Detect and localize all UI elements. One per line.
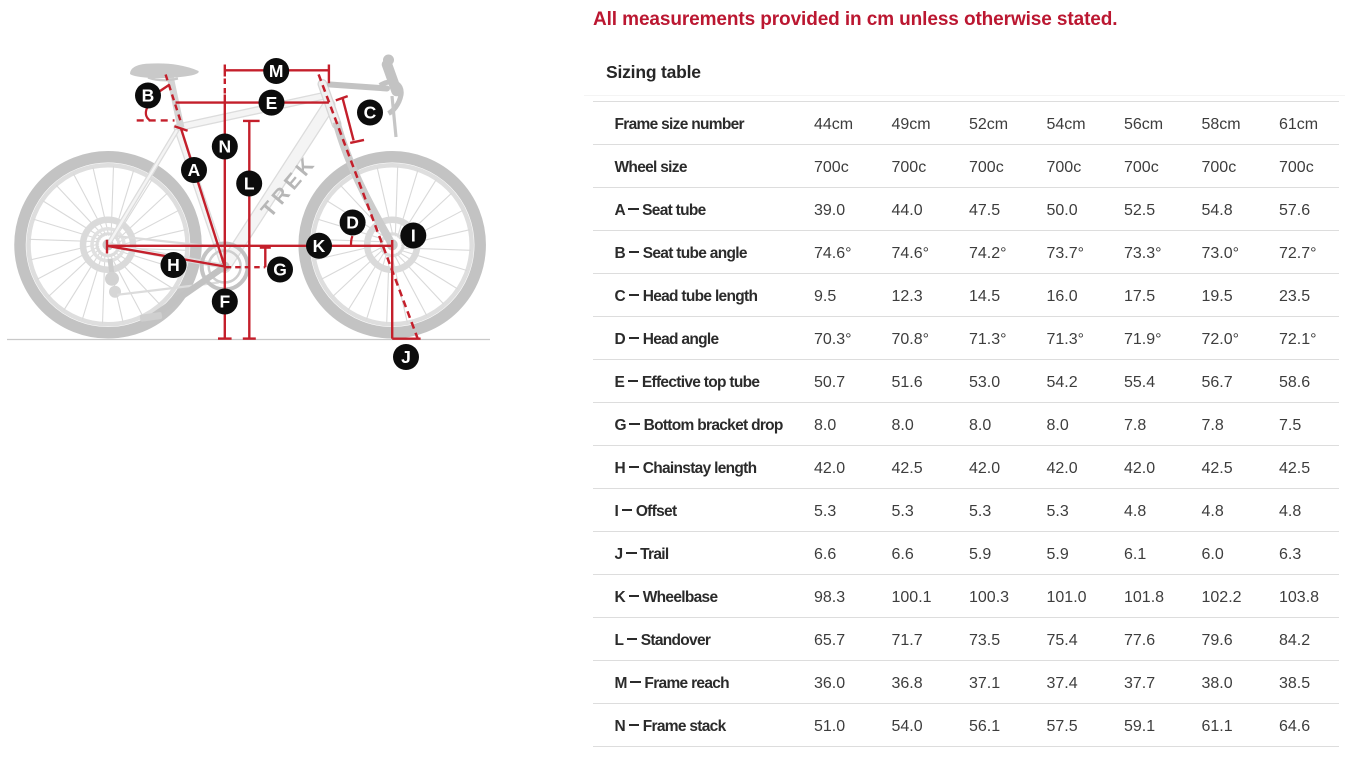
svg-text:M: M [269,61,284,81]
svg-text:I: I [411,226,416,246]
svg-text:K: K [313,236,326,256]
svg-text:F: F [219,292,230,312]
svg-text:G: G [273,260,287,280]
svg-text:D: D [346,213,359,233]
svg-text:C: C [364,103,377,123]
svg-text:L: L [244,174,255,194]
svg-text:E: E [266,93,278,113]
svg-text:A: A [188,160,201,180]
svg-text:J: J [401,347,411,367]
svg-text:B: B [142,86,155,106]
svg-text:N: N [218,137,231,157]
svg-text:H: H [167,255,180,275]
